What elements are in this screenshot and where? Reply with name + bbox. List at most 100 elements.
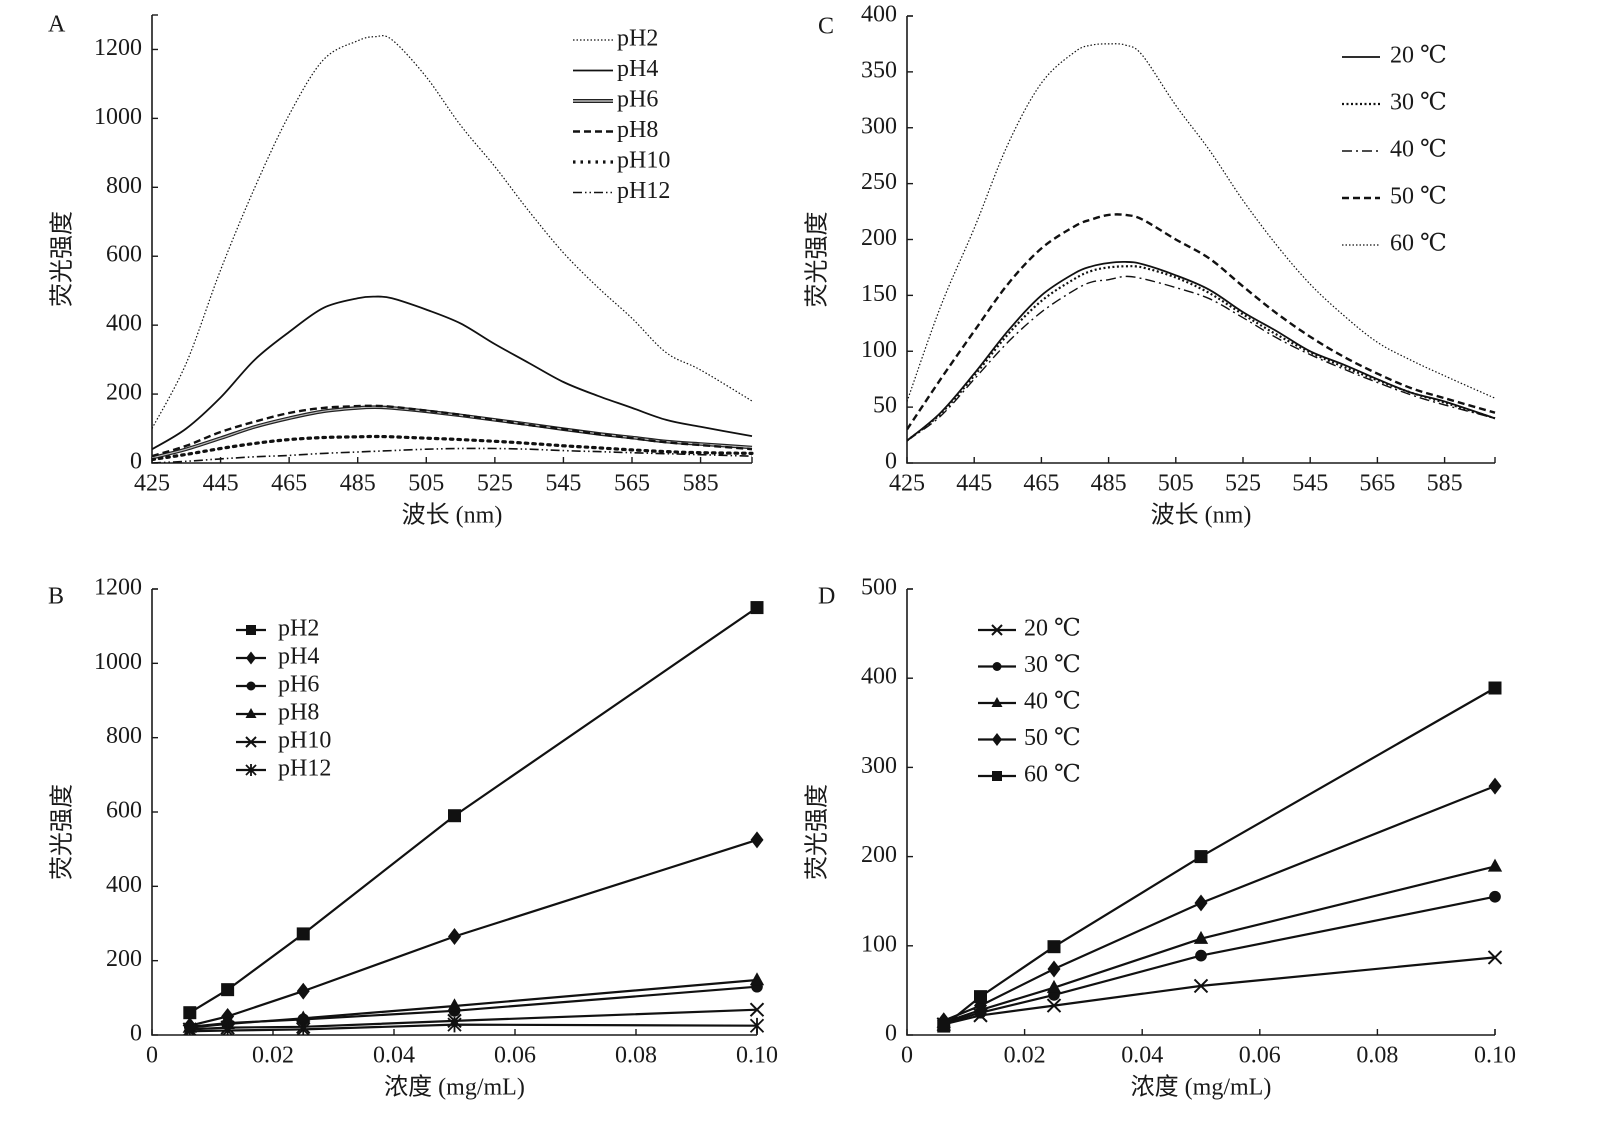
legend-item: pH12 xyxy=(573,178,670,204)
legend-item: pH2 xyxy=(573,26,658,52)
y-axis-title: 荧光强度 xyxy=(804,212,831,308)
data-point-marker xyxy=(749,972,765,986)
panel-label-a: A xyxy=(48,12,66,38)
series-ph12 xyxy=(182,1016,765,1035)
x-axis-title: 波长 (nm) xyxy=(1151,502,1252,529)
data-point-marker xyxy=(221,983,235,997)
legend-marker xyxy=(992,733,1002,746)
y-tick-label: 500 xyxy=(861,575,897,601)
legend-item: pH8 xyxy=(573,117,658,143)
series-ph8 xyxy=(152,404,753,458)
data-point-marker xyxy=(1488,681,1502,695)
y-tick-label: 300 xyxy=(861,753,897,779)
data-point-marker xyxy=(974,990,987,1004)
series-20-c xyxy=(936,950,1503,1032)
x-tick-label: 0.10 xyxy=(1474,1043,1516,1069)
data-point-marker xyxy=(1046,998,1062,1013)
series-50-c xyxy=(937,777,1502,1030)
series-60-c xyxy=(937,681,1502,1033)
legend-label: 40 ℃ xyxy=(1024,689,1081,715)
legend-label: 50 ℃ xyxy=(1390,184,1447,210)
series-30-c xyxy=(907,265,1496,442)
legend-marker xyxy=(992,771,1002,781)
legend-item: 40 ℃ xyxy=(978,689,1081,715)
legend-marker xyxy=(245,764,257,776)
x-tick-label: 0.08 xyxy=(1356,1043,1398,1069)
y-tick-label: 100 xyxy=(861,337,897,363)
panel-label-c: C xyxy=(818,14,834,40)
data-point-marker xyxy=(448,928,461,945)
legend-item: pH10 xyxy=(236,728,331,754)
y-tick-label: 800 xyxy=(106,723,142,749)
data-point-marker xyxy=(1489,890,1501,903)
legend-label: pH8 xyxy=(617,117,658,143)
x-tick-label: 525 xyxy=(477,471,513,497)
y-tick-label: 1000 xyxy=(94,104,142,130)
series-line xyxy=(907,213,1496,431)
x-tick-label: 585 xyxy=(1427,471,1463,497)
series-30-c xyxy=(937,890,1501,1030)
x-tick-label: 0.06 xyxy=(1239,1043,1281,1069)
y-tick-label: 400 xyxy=(106,872,142,898)
series-ph10 xyxy=(152,434,754,462)
legend-label: pH6 xyxy=(278,672,319,698)
legend-label: 20 ℃ xyxy=(1024,616,1081,642)
legend-marker xyxy=(992,662,1002,671)
series-40-c xyxy=(907,275,1496,442)
legend-label: pH8 xyxy=(278,700,319,726)
legend-item: pH6 xyxy=(573,87,658,113)
series-ph2 xyxy=(183,601,764,1020)
x-tick-label: 0 xyxy=(901,1043,913,1069)
y-tick-label: 0 xyxy=(130,449,142,475)
panel-label-b: B xyxy=(48,584,64,610)
axes-a xyxy=(151,15,752,464)
plot-area xyxy=(907,43,1496,442)
y-tick-label: 200 xyxy=(861,842,897,868)
x-tick-label: 0 xyxy=(146,1043,158,1069)
y-tick-label: 400 xyxy=(861,2,897,28)
y-tick-label: 300 xyxy=(861,113,897,139)
series-line xyxy=(943,785,1496,1022)
plot-area xyxy=(182,601,765,1035)
data-point-marker xyxy=(937,1019,951,1033)
plot-area xyxy=(152,35,754,463)
y-tick-label: 400 xyxy=(861,664,897,690)
series-line xyxy=(943,895,1496,1025)
x-axis-title: 浓度 (mg/mL) xyxy=(1131,1074,1272,1101)
y-axis-title: 荧光强度 xyxy=(804,784,831,880)
series-line xyxy=(152,35,753,429)
series-line xyxy=(907,265,1496,442)
series-ph4 xyxy=(152,295,753,450)
data-point-marker xyxy=(296,927,310,941)
x-tick-label: 0.02 xyxy=(1004,1043,1046,1069)
x-tick-label: 465 xyxy=(1023,471,1059,497)
legend-item: pH4 xyxy=(573,56,658,82)
data-point-marker xyxy=(749,1017,765,1034)
data-point-marker xyxy=(1193,978,1209,994)
series-ph10 xyxy=(182,1002,765,1035)
data-point-marker xyxy=(1047,940,1061,954)
legend-label: 20 ℃ xyxy=(1390,43,1447,69)
panel-label-d: D xyxy=(818,584,835,610)
legend-label: pH4 xyxy=(617,56,658,82)
y-axis-title: 荧光强度 xyxy=(49,211,76,307)
x-tick-label: 585 xyxy=(683,471,719,497)
data-point-marker xyxy=(183,1006,197,1020)
x-tick-label: 0.04 xyxy=(373,1043,415,1069)
data-point-marker xyxy=(182,1023,197,1035)
legend-label: pH6 xyxy=(617,87,658,113)
data-point-marker xyxy=(1046,979,1062,993)
legend-label: pH10 xyxy=(617,148,670,174)
x-tick-label: 0.08 xyxy=(615,1043,657,1069)
chart-panel-a: A 0 200 400 600 800 1000 1200 425 445 465 485 505 525… xyxy=(48,12,754,529)
legend-item: pH6 xyxy=(236,672,319,698)
legend-label: 60 ℃ xyxy=(1390,231,1447,257)
y-tick-label: 400 xyxy=(106,311,142,337)
legend-marker xyxy=(245,736,257,748)
x-tick-label: 545 xyxy=(545,471,581,497)
y-tick-label: 0 xyxy=(130,1021,142,1047)
legend-item: 30 ℃ xyxy=(978,652,1081,678)
x-tick-label: 525 xyxy=(1225,471,1261,497)
